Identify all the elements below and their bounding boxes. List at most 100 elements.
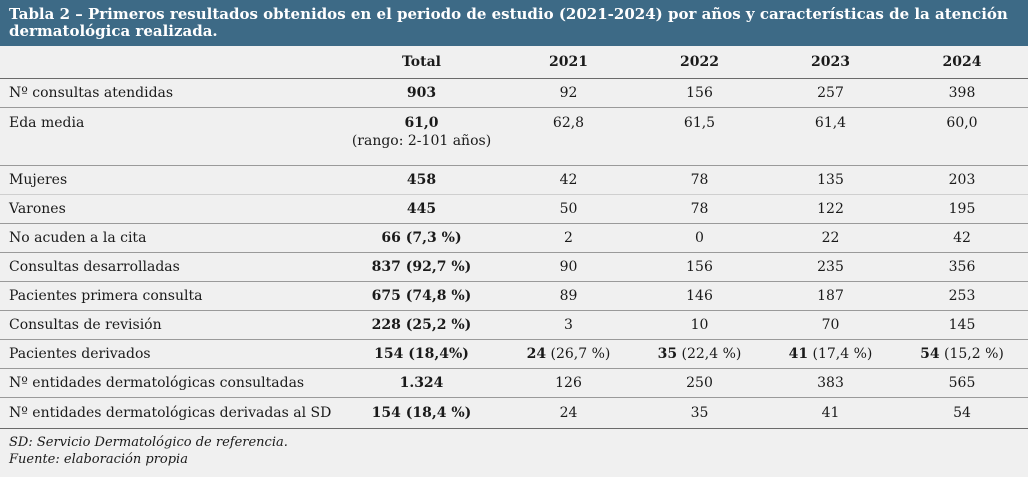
header-total: Total bbox=[340, 46, 503, 79]
cell-total: 675 (74,8 %) bbox=[340, 281, 503, 311]
cell-2022: 35 bbox=[634, 397, 765, 429]
total-percent: (18,4%) bbox=[403, 346, 469, 362]
year-percent: (26,7 %) bbox=[546, 346, 611, 362]
cell-2024: 195 bbox=[896, 194, 1028, 224]
cell-total: 61,0 (rango: 2-101 años) bbox=[340, 107, 503, 166]
table-title: Tabla 2 – Primeros resultados obtenidos … bbox=[0, 0, 1028, 46]
table-row: Varones 445 50 78 122 195 bbox=[0, 194, 1028, 224]
total-percent: (25,2 %) bbox=[400, 317, 472, 333]
results-table: Total 2021 2022 2023 2024 Nº consultas a… bbox=[0, 46, 1028, 429]
table-row: No acuden a la cita 66 (7,3 %) 2 0 22 42 bbox=[0, 223, 1028, 253]
row-label: Nº consultas atendidas bbox=[0, 78, 340, 108]
total-value: 66 bbox=[381, 230, 401, 246]
cell-2024: 398 bbox=[896, 78, 1028, 108]
table-row: Consultas desarrolladas 837 (92,7 %) 90 … bbox=[0, 252, 1028, 282]
cell-2023: 70 bbox=[765, 310, 896, 340]
cell-2021: 42 bbox=[503, 165, 634, 195]
year-value: 35 bbox=[657, 346, 678, 362]
abbreviation-note: SD: Servicio Dermatológico de referencia… bbox=[9, 435, 288, 450]
row-label: No acuden a la cita bbox=[0, 223, 340, 253]
table-footnotes: SD: Servicio Dermatológico de referencia… bbox=[0, 429, 1028, 468]
cell-2023: 383 bbox=[765, 368, 896, 398]
total-value: 903 bbox=[406, 85, 437, 101]
table-row: Consultas de revisión 228 (25,2 %) 3 10 … bbox=[0, 310, 1028, 340]
year-percent: (22,4 %) bbox=[677, 346, 742, 362]
cell-2021: 24 (26,7 %) bbox=[503, 339, 634, 369]
cell-2021: 24 bbox=[503, 397, 634, 429]
cell-2021: 126 bbox=[503, 368, 634, 398]
total-percent: (18,4 %) bbox=[400, 405, 472, 421]
cell-2022: 10 bbox=[634, 310, 765, 340]
total-value: 458 bbox=[406, 172, 437, 188]
row-label: Varones bbox=[0, 194, 340, 224]
cell-2022: 35 (22,4 %) bbox=[634, 339, 765, 369]
cell-2023: 41 (17,4 %) bbox=[765, 339, 896, 369]
table-row: Nº entidades dermatológicas consultadas … bbox=[0, 368, 1028, 398]
total-value: 1.324 bbox=[399, 375, 444, 391]
cell-2024: 203 bbox=[896, 165, 1028, 195]
cell-total: 458 bbox=[340, 165, 503, 195]
header-2024: 2024 bbox=[896, 46, 1028, 79]
cell-total: 903 bbox=[340, 78, 503, 108]
cell-2021: 90 bbox=[503, 252, 634, 282]
cell-2023: 187 bbox=[765, 281, 896, 311]
year-percent: (17,4 %) bbox=[808, 346, 873, 362]
cell-total: 445 bbox=[340, 194, 503, 224]
cell-2021: 3 bbox=[503, 310, 634, 340]
cell-2023: 257 bbox=[765, 78, 896, 108]
year-percent: (15,2 %) bbox=[939, 346, 1004, 362]
cell-total: 1.324 bbox=[340, 368, 503, 398]
cell-2024: 42 bbox=[896, 223, 1028, 253]
cell-total: 228 (25,2 %) bbox=[340, 310, 503, 340]
cell-2022: 61,5 bbox=[634, 107, 765, 166]
cell-2024: 253 bbox=[896, 281, 1028, 311]
cell-total: 66 (7,3 %) bbox=[340, 223, 503, 253]
table-row: Mujeres 458 42 78 135 203 bbox=[0, 165, 1028, 195]
row-label: Consultas de revisión bbox=[0, 310, 340, 340]
table-row: Pacientes derivados 154 (18,4%) 24 (26,7… bbox=[0, 339, 1028, 369]
row-label: Pacientes primera consulta bbox=[0, 281, 340, 311]
row-label: Nº entidades dermatológicas derivadas al… bbox=[0, 397, 340, 429]
cell-2024: 54 (15,2 %) bbox=[896, 339, 1028, 369]
total-percent: (92,7 %) bbox=[400, 259, 472, 275]
header-row: Total 2021 2022 2023 2024 bbox=[0, 46, 1028, 79]
cell-2022: 156 bbox=[634, 78, 765, 108]
total-value: 154 bbox=[374, 346, 404, 362]
cell-2024: 54 bbox=[896, 397, 1028, 429]
cell-2024: 145 bbox=[896, 310, 1028, 340]
cell-2022: 78 bbox=[634, 194, 765, 224]
cell-2021: 92 bbox=[503, 78, 634, 108]
header-label-column bbox=[0, 46, 340, 79]
cell-2021: 89 bbox=[503, 281, 634, 311]
cell-2021: 2 bbox=[503, 223, 634, 253]
row-label: Eda media bbox=[0, 107, 340, 166]
cell-2022: 78 bbox=[634, 165, 765, 195]
total-value: 61,0 bbox=[404, 115, 439, 131]
total-value: 837 bbox=[371, 259, 401, 275]
cell-2024: 356 bbox=[896, 252, 1028, 282]
total-percent: (7,3 %) bbox=[400, 230, 462, 246]
cell-2024: 60,0 bbox=[896, 107, 1028, 166]
cell-2023: 22 bbox=[765, 223, 896, 253]
cell-2021: 62,8 bbox=[503, 107, 634, 166]
row-label: Pacientes derivados bbox=[0, 339, 340, 369]
total-value: 228 bbox=[371, 317, 401, 333]
cell-2023: 41 bbox=[765, 397, 896, 429]
row-label: Nº entidades dermatológicas consultadas bbox=[0, 368, 340, 398]
cell-2024: 565 bbox=[896, 368, 1028, 398]
year-value: 24 bbox=[526, 346, 547, 362]
header-2021: 2021 bbox=[503, 46, 634, 79]
year-value: 54 bbox=[920, 346, 940, 362]
cell-2023: 235 bbox=[765, 252, 896, 282]
cell-total: 154 (18,4%) bbox=[340, 339, 503, 369]
cell-total: 837 (92,7 %) bbox=[340, 252, 503, 282]
table-row: Nº entidades dermatológicas derivadas al… bbox=[0, 397, 1028, 429]
cell-2022: 146 bbox=[634, 281, 765, 311]
cell-2022: 250 bbox=[634, 368, 765, 398]
table-row: Eda media 61,0 (rango: 2-101 años) 62,8 … bbox=[0, 107, 1028, 166]
year-value: 41 bbox=[788, 346, 809, 362]
cell-2023: 135 bbox=[765, 165, 896, 195]
table-row: Pacientes primera consulta 675 (74,8 %) … bbox=[0, 281, 1028, 311]
total-percent: (74,8 %) bbox=[400, 288, 472, 304]
